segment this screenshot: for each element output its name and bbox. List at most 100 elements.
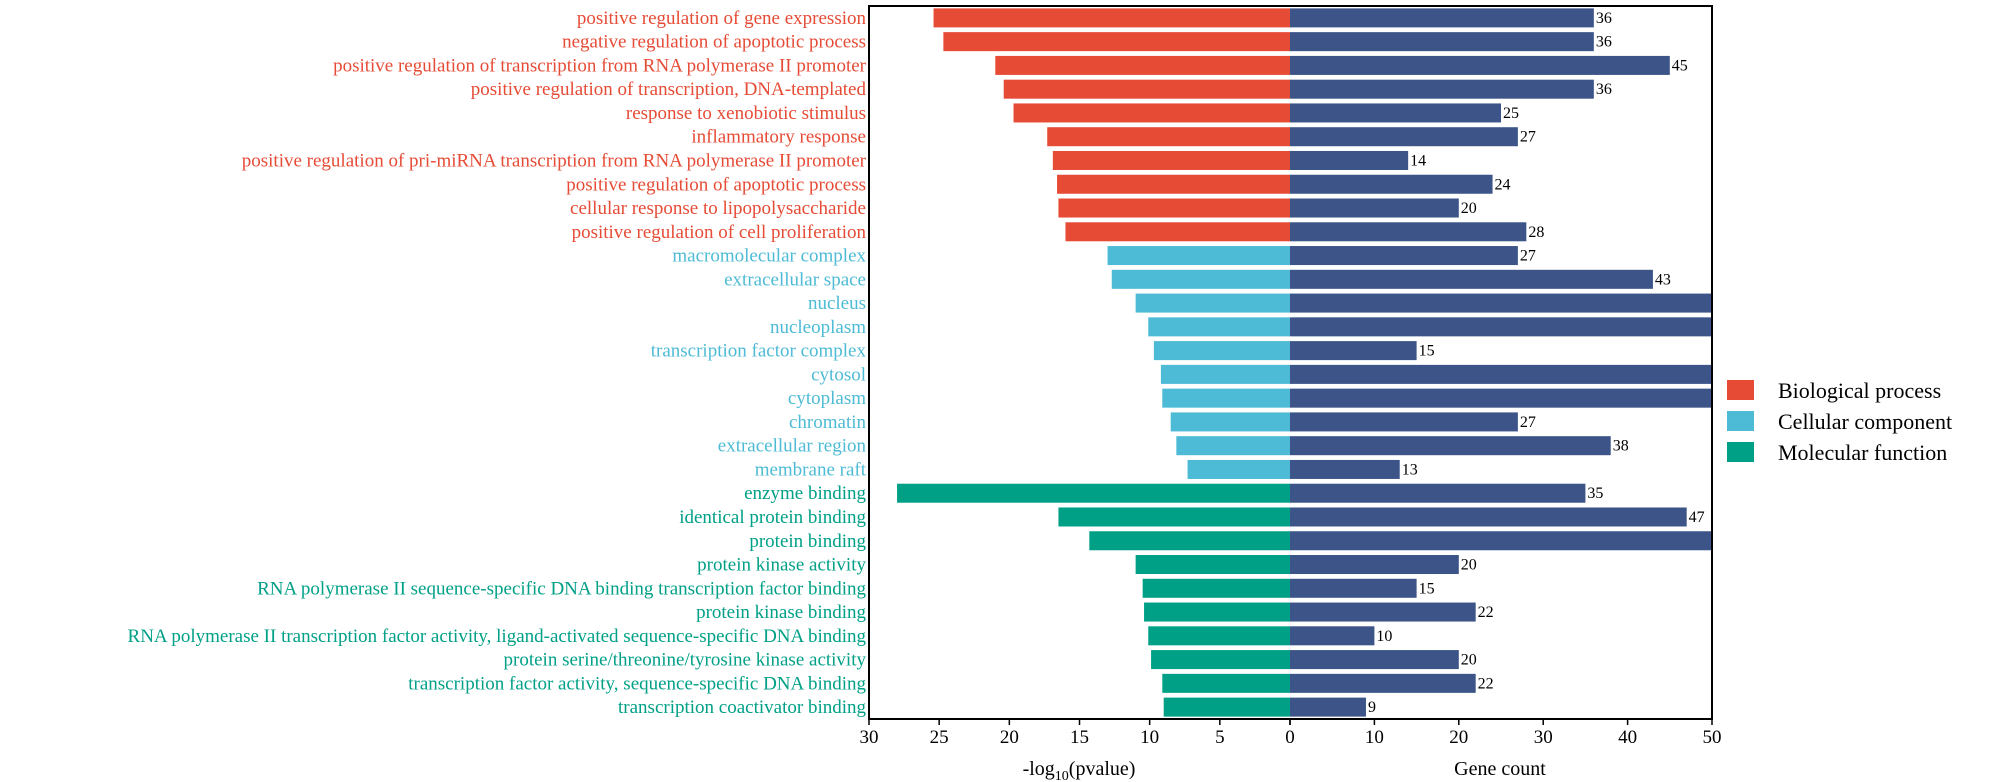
pvalue-bar — [1111, 269, 1290, 289]
gene-count-value: 9 — [1368, 699, 1376, 716]
pvalue-bar — [1052, 150, 1290, 170]
gene-count-bar — [1290, 483, 1586, 503]
gene-count-bar — [1290, 364, 1712, 384]
term-label: cytosol — [811, 364, 866, 385]
left-axis-tick-label: 10 — [1140, 727, 1159, 748]
gene-count-value: 43 — [1655, 271, 1671, 288]
legend-label: Biological process — [1778, 378, 1941, 403]
gene-count-value: 10 — [1376, 628, 1392, 645]
pvalue-bar — [933, 8, 1290, 28]
gene-count-bar — [1290, 412, 1518, 432]
gene-count-value: 47 — [1689, 509, 1705, 526]
gene-count-bar — [1290, 127, 1518, 147]
term-label: protein kinase binding — [696, 602, 866, 623]
left-axis-tick-label: 15 — [1070, 727, 1089, 748]
legend-label: Molecular function — [1778, 440, 1947, 465]
gene-count-bar — [1290, 436, 1611, 456]
left-axis-tick-label: 25 — [930, 727, 949, 748]
term-label: nucleus — [808, 293, 866, 314]
term-label: transcription factor activity, sequence-… — [408, 673, 866, 694]
left-x-axis: 30 25 20 15 10 5 0 — [860, 719, 1295, 748]
gene-count-bar — [1290, 103, 1501, 123]
left-axis-tick-label: 30 — [860, 727, 879, 748]
pvalue-bar — [1148, 626, 1290, 646]
left-axis-tick-label: 0 — [1285, 727, 1295, 748]
pvalue-bar — [1153, 341, 1290, 361]
pvalue-bar — [1162, 673, 1290, 693]
pvalue-bars — [897, 8, 1290, 717]
term-label: negative regulation of apoptotic process — [562, 32, 866, 53]
gene-count-value: 36 — [1596, 81, 1612, 98]
pvalue-bar — [943, 32, 1290, 52]
gene-count-bar — [1290, 79, 1594, 99]
term-label: positive regulation of cell proliferatio… — [572, 222, 867, 243]
pvalue-bar — [1013, 103, 1290, 123]
term-label: extracellular region — [718, 436, 867, 457]
gene-count-labels: 3636453625271424202827431527381335472015… — [1368, 10, 1705, 716]
term-label: positive regulation of gene expression — [577, 8, 867, 29]
gene-count-value: 27 — [1520, 129, 1536, 146]
left-axis-tick-label: 20 — [1000, 727, 1019, 748]
gene-count-value: 14 — [1410, 152, 1426, 169]
gene-count-value: 15 — [1419, 343, 1435, 360]
gene-count-bars — [1290, 8, 1712, 717]
gene-count-bar — [1290, 507, 1687, 527]
gene-count-bar — [1290, 8, 1594, 28]
gene-count-bar — [1290, 198, 1459, 218]
pvalue-bar — [897, 483, 1290, 503]
gene-count-value: 36 — [1596, 34, 1612, 51]
gene-count-value: 20 — [1461, 200, 1477, 217]
term-label: nucleoplasm — [770, 317, 866, 338]
term-label: positive regulation of apoptotic process — [566, 174, 866, 195]
pvalue-bar — [1089, 531, 1290, 551]
pvalue-bar — [1107, 246, 1290, 266]
gene-count-value: 22 — [1478, 675, 1494, 692]
term-label: RNA polymerase II transcription factor a… — [128, 626, 867, 647]
gene-count-value: 27 — [1520, 248, 1536, 265]
right-x-axis: 10 20 30 40 50 — [1289, 719, 1722, 748]
gene-count-bar — [1290, 32, 1594, 52]
pvalue-bar — [1151, 650, 1290, 670]
gene-count-bar — [1290, 246, 1518, 266]
gene-count-value: 27 — [1520, 414, 1536, 431]
pvalue-bar — [1142, 578, 1290, 598]
term-label: extracellular space — [724, 269, 866, 290]
term-label: positive regulation of transcription, DN… — [471, 79, 867, 100]
term-label: cellular response to lipopolysaccharide — [570, 198, 866, 219]
term-label: positive regulation of transcription fro… — [333, 55, 867, 76]
term-label: RNA polymerase II sequence-specific DNA … — [257, 578, 866, 599]
term-label: positive regulation of pri-miRNA transcr… — [242, 150, 867, 171]
term-label: inflammatory response — [691, 127, 866, 148]
gene-count-bar — [1290, 578, 1417, 598]
gene-count-bar — [1290, 174, 1493, 194]
gene-count-value: 20 — [1461, 652, 1477, 669]
gene-count-bar — [1290, 673, 1476, 693]
pvalue-bar — [1162, 388, 1290, 408]
right-axis-tick-label: 40 — [1618, 727, 1637, 748]
right-axis-tick-label: 50 — [1703, 727, 1722, 748]
gene-count-bar — [1290, 150, 1409, 170]
pvalue-bar — [1058, 198, 1290, 218]
term-label: protein binding — [749, 531, 866, 552]
gene-count-bar — [1290, 459, 1400, 479]
gene-count-value: 20 — [1461, 557, 1477, 574]
legend: Biological process Cellular component Mole… — [1727, 378, 1952, 465]
gene-count-bar — [1290, 650, 1459, 670]
term-labels: positive regulation of gene expression ne… — [128, 8, 867, 718]
gene-count-value: 22 — [1478, 604, 1494, 621]
legend-swatch — [1727, 380, 1754, 400]
gene-count-bar — [1290, 341, 1417, 361]
gene-count-value: 15 — [1419, 580, 1435, 597]
term-label: enzyme binding — [744, 483, 866, 504]
pvalue-bar — [1058, 507, 1290, 527]
pvalue-bar — [1135, 555, 1290, 575]
legend-swatch — [1727, 442, 1754, 462]
left-axis-tick-label: 5 — [1215, 727, 1225, 748]
pvalue-bar — [1057, 174, 1290, 194]
pvalue-bar — [1170, 412, 1290, 432]
pvalue-bar — [1135, 293, 1290, 313]
gene-count-value: 38 — [1613, 438, 1629, 455]
gene-count-bar — [1290, 317, 1712, 337]
term-label: transcription coactivator binding — [618, 697, 866, 718]
